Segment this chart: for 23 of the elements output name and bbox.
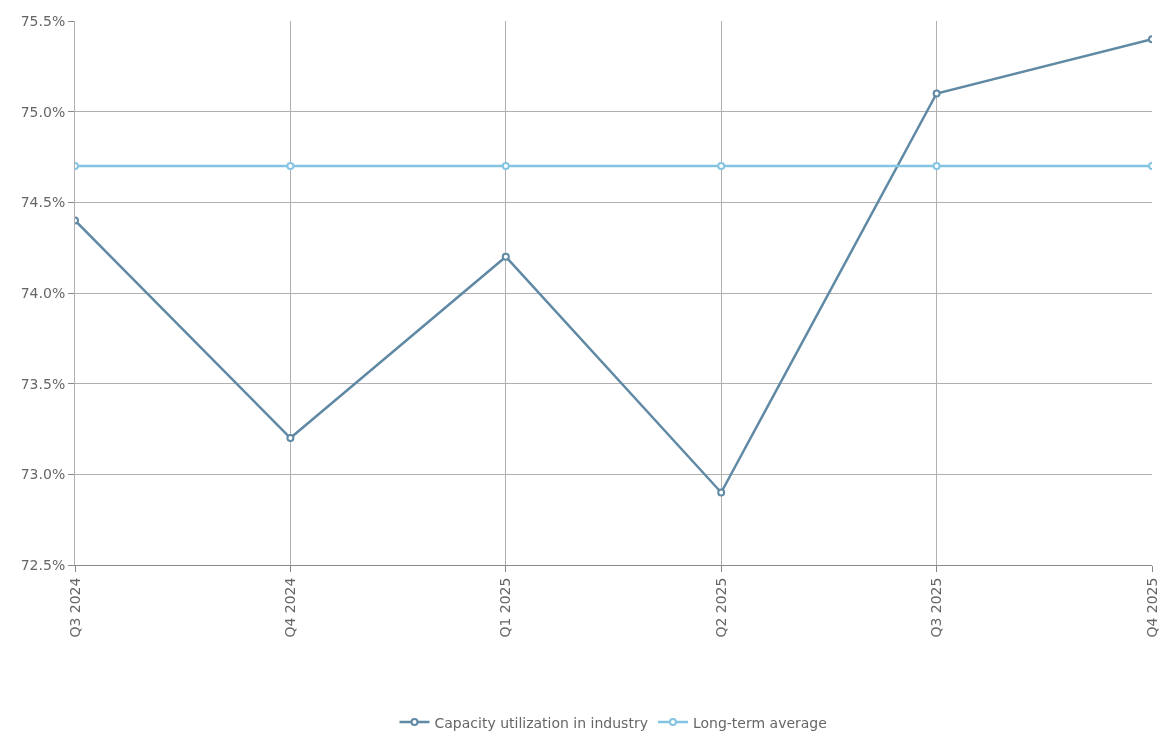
point (932, 162, 941, 171)
point (501, 252, 510, 261)
legend-label: Long-term average (692, 714, 827, 731)
x-tick-label: Q3 2025 (928, 577, 945, 638)
point (717, 162, 726, 171)
point (932, 89, 941, 98)
point (286, 434, 295, 443)
y-tick-label: 75.0% (20, 103, 66, 120)
y-tick-label: 74.0% (20, 284, 66, 301)
y-tick-label: 75.5% (20, 12, 66, 29)
point (286, 162, 295, 171)
y-tick-label: 72.5% (20, 556, 66, 573)
y-tick-label: 74.5% (20, 194, 66, 211)
y-tick-label: 73.5% (20, 375, 66, 392)
y-tick-label: 73.0% (20, 466, 66, 483)
x-tick-label: Q4 2024 (281, 577, 298, 638)
point (717, 488, 726, 497)
x-tick-label: Q3 2024 (66, 577, 83, 638)
x-tick-label: Q2 2025 (712, 577, 729, 638)
legend-label: Capacity utilization in industry (434, 714, 648, 731)
point (501, 162, 510, 171)
x-tick-label: Q1 2025 (497, 577, 514, 638)
x-tick-label: Q4 2025 (1143, 577, 1160, 638)
